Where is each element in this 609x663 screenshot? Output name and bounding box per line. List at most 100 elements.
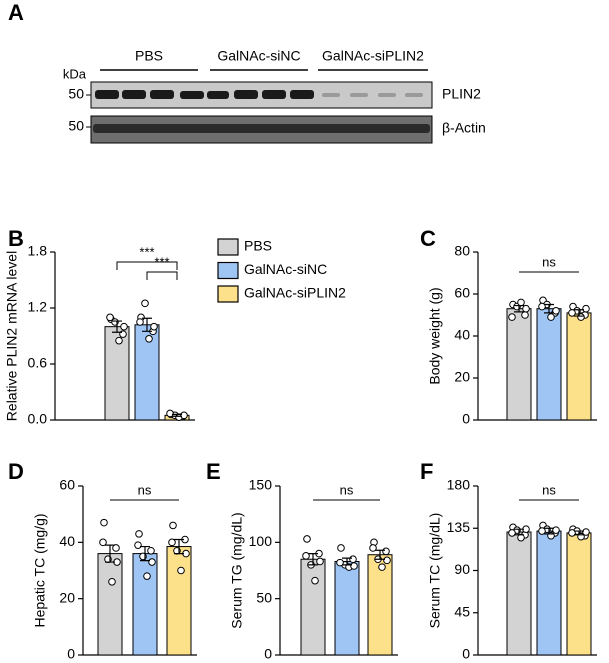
band-label: PLIN2: [442, 86, 481, 102]
significance-label: ns: [542, 482, 556, 497]
error-bar: [142, 317, 152, 332]
data-point: [383, 556, 391, 565]
bar: [300, 558, 326, 656]
bar: [506, 531, 532, 656]
data-point: [568, 309, 576, 317]
bar: [536, 530, 562, 656]
legend-label: GalNAc-siNC: [244, 261, 327, 277]
y-tick-label: 0: [264, 646, 272, 662]
legend-label: GalNAc-siPLIN2: [244, 285, 346, 301]
y-tick-label: 0: [462, 646, 470, 662]
y-tick-label: 0: [67, 646, 75, 662]
data-point: [311, 576, 319, 585]
blot: [90, 81, 433, 144]
y-tick-label: 90: [454, 561, 470, 577]
y-tick-label: 50: [256, 589, 272, 605]
data-point: [148, 558, 156, 566]
data-point: [177, 566, 185, 575]
error-bar: [308, 553, 318, 566]
panel-letter: E: [206, 459, 221, 484]
error-bar: [172, 413, 182, 417]
bar: [536, 308, 562, 421]
data-point: [369, 544, 377, 552]
significance-bracket: [146, 271, 178, 280]
y-axis-label: Body weight (g): [427, 287, 443, 384]
panel-letter: D: [8, 459, 24, 484]
bar: [566, 312, 592, 421]
data-point: [168, 538, 176, 547]
data-point: [141, 299, 149, 308]
data-point: [378, 563, 386, 571]
bar: [132, 553, 158, 656]
significance-label: ***: [154, 254, 169, 269]
data-point: [150, 322, 158, 331]
data-point: [166, 409, 174, 418]
y-tick-label: 60: [454, 285, 470, 301]
error-bar: [574, 309, 584, 317]
data-point: [136, 318, 144, 326]
bar: [334, 560, 360, 656]
data-point: [180, 411, 188, 420]
data-point: [112, 544, 120, 552]
data-point: [582, 304, 590, 313]
y-tick-label: 0: [462, 411, 470, 427]
data-point: [106, 313, 114, 322]
data-point: [517, 298, 525, 307]
data-point: [508, 313, 516, 321]
data-point: [145, 335, 153, 343]
data-point: [552, 307, 560, 315]
data-point: [349, 555, 357, 564]
data-point: [568, 529, 576, 537]
data-point: [134, 541, 142, 549]
error-bar: [375, 549, 385, 560]
data-point: [538, 527, 546, 535]
data-point: [547, 313, 555, 321]
significance-label: ns: [138, 482, 152, 497]
data-point: [522, 304, 530, 313]
significance-label: ns: [340, 482, 354, 497]
data-point: [316, 557, 324, 566]
error-bar: [342, 557, 352, 566]
significance-bracket: [116, 261, 178, 270]
error-bar: [544, 527, 554, 535]
legend-swatch: [217, 261, 239, 280]
group-label: GalNAc-siPLIN2: [322, 48, 424, 64]
data-point: [582, 528, 590, 536]
y-axis-label: Relative PLIN2 mRNA level: [4, 251, 20, 421]
group-label: GalNAc-siNC: [217, 48, 300, 64]
y-tick-label: 45: [454, 603, 470, 619]
data-point: [336, 558, 344, 567]
error-bar: [112, 320, 122, 333]
data-point: [508, 529, 516, 537]
data-point: [115, 336, 123, 345]
significance-label: ***: [139, 244, 154, 259]
bar: [566, 532, 592, 656]
bar: [506, 308, 532, 421]
y-tick-label: 150: [249, 477, 273, 493]
data-point: [108, 577, 116, 586]
data-point: [302, 552, 310, 560]
data-point: [169, 521, 177, 530]
y-tick-label: 0.0: [28, 411, 48, 427]
panel-letter: B: [8, 226, 24, 251]
marker-label: 50: [68, 118, 84, 134]
error-bar: [514, 528, 524, 536]
error-bar: [544, 303, 554, 314]
data-point: [521, 311, 529, 319]
marker-label: 50: [68, 86, 84, 102]
panel-letter: F: [420, 459, 433, 484]
y-tick-label: 40: [454, 327, 470, 343]
y-tick-label: 135: [447, 519, 471, 535]
data-point: [99, 538, 107, 547]
y-tick-label: 180: [447, 477, 471, 493]
y-tick-label: 20: [59, 589, 75, 605]
error-bar: [105, 544, 115, 563]
legend-swatch: [217, 238, 239, 256]
data-point: [552, 526, 560, 534]
data-point: [303, 535, 311, 543]
group-label: PBS: [135, 48, 163, 64]
data-point: [350, 562, 358, 570]
bar: [97, 553, 123, 656]
y-tick-label: 40: [59, 533, 75, 549]
